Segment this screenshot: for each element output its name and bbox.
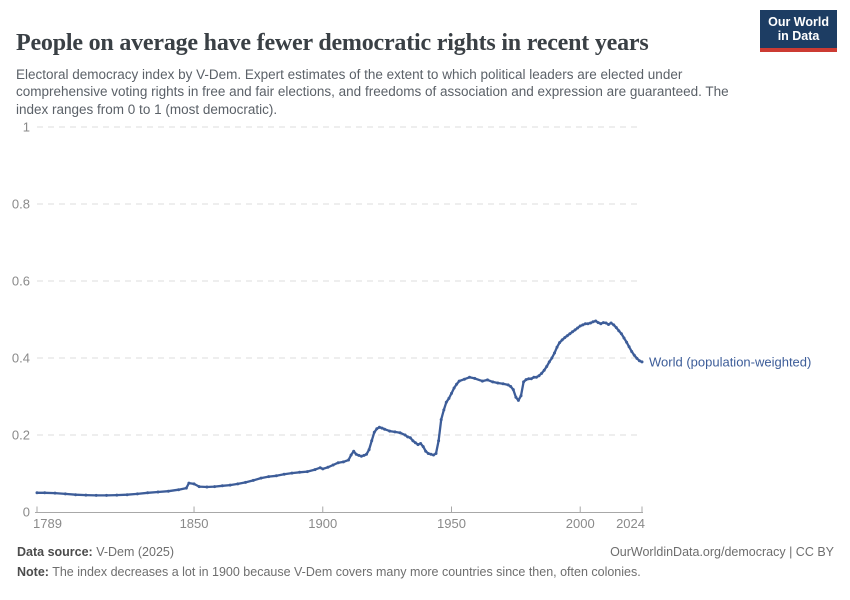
data-source: Data source: V-Dem (2025) bbox=[17, 545, 174, 559]
chart-subtitle: Electoral democracy index by V-Dem. Expe… bbox=[16, 66, 729, 117]
chart-footer: Data source: V-Dem (2025) OurWorldinData… bbox=[17, 545, 834, 579]
y-axis-labels: 0 0.2 0.4 0.6 0.8 1 bbox=[12, 120, 30, 520]
owid-logo[interactable]: Our World in Data bbox=[760, 10, 837, 52]
svg-text:2024: 2024 bbox=[616, 516, 645, 531]
svg-text:0: 0 bbox=[23, 505, 30, 520]
svg-text:1789: 1789 bbox=[33, 516, 62, 531]
x-axis bbox=[35, 506, 643, 513]
note-label: Note: bbox=[17, 565, 49, 579]
svg-text:0.2: 0.2 bbox=[12, 428, 30, 443]
svg-text:1900: 1900 bbox=[308, 516, 337, 531]
line-chart: 00.20.40.60.81 1789 1850 1900 1950 2000 2024 … bbox=[12, 120, 811, 532]
svg-text:0.4: 0.4 bbox=[12, 351, 30, 366]
chart-note: Note: The index decreases a lot in 1900 … bbox=[17, 565, 834, 579]
note-text: The index decreases a lot in 1900 becaus… bbox=[48, 565, 641, 579]
svg-text:0.8: 0.8 bbox=[12, 197, 30, 212]
svg-text:1: 1 bbox=[23, 120, 30, 135]
owid-logo-line1: Our World bbox=[768, 15, 829, 29]
owid-logo-line2: in Data bbox=[777, 29, 820, 44]
svg-text:1950: 1950 bbox=[437, 516, 466, 531]
owid-cc-link[interactable]: OurWorldinData.org/democracy | CC BY bbox=[610, 545, 834, 559]
page-title: People on average have fewer democratic … bbox=[16, 30, 649, 57]
data-source-value: V-Dem (2025) bbox=[92, 545, 175, 559]
svg-text:2000: 2000 bbox=[566, 516, 595, 531]
data-line-world bbox=[35, 319, 644, 497]
x-axis-labels: 1789 1850 1900 1950 2000 2024 bbox=[33, 516, 645, 531]
y-gridlines bbox=[37, 126, 638, 436]
svg-text:0.6: 0.6 bbox=[12, 274, 30, 289]
svg-text:1850: 1850 bbox=[180, 516, 209, 531]
series-end-label: World (population-weighted) bbox=[649, 354, 811, 369]
data-source-label: Data source: bbox=[17, 545, 93, 559]
